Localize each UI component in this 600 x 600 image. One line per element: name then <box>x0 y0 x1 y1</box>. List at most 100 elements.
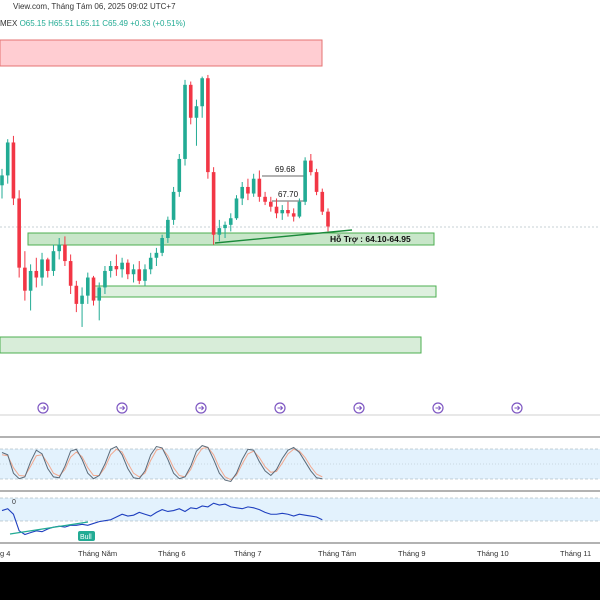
candle-body <box>240 186 245 199</box>
x-tick-label: g 4 <box>0 549 10 558</box>
event-icon[interactable] <box>511 402 523 414</box>
candle <box>126 259 130 280</box>
bull-divergence-line <box>9 521 89 535</box>
source-caption: View.com, Tháng Tám 06, 2025 09:02 UTC+7 <box>13 2 176 11</box>
candle-body <box>251 178 256 194</box>
candle-body <box>228 218 233 225</box>
candle <box>45 257 50 278</box>
candle <box>228 213 233 232</box>
candle <box>148 252 153 275</box>
candle <box>57 238 61 260</box>
candle <box>263 191 267 206</box>
candle-body <box>97 287 102 301</box>
candle-body <box>108 266 113 271</box>
candle <box>143 264 147 286</box>
candle-body <box>80 295 84 304</box>
candle <box>160 234 164 257</box>
candle <box>246 178 250 201</box>
candle <box>80 287 84 327</box>
candle-body <box>286 210 290 214</box>
x-axis: g 4 Tháng Năm Tháng 6 Tháng 7 Tháng Tám Tháng… <box>0 549 591 558</box>
candle-body <box>85 277 90 296</box>
support-zone-1 <box>27 232 435 246</box>
event-icon[interactable] <box>274 402 286 414</box>
candle <box>171 186 176 225</box>
candle <box>166 216 170 243</box>
support-label: Hỗ Trợ : 64.10-64.95 <box>330 234 411 244</box>
candle <box>63 236 67 266</box>
x-tick-label: Tháng 6 <box>158 549 186 558</box>
candle <box>85 272 90 304</box>
x-tick-label: Tháng 10 <box>477 549 509 558</box>
chart-header: View.com, Tháng Tám 06, 2025 09:02 UTC+7… <box>0 0 600 38</box>
event-icon[interactable] <box>353 402 365 414</box>
candle-body <box>274 206 279 214</box>
candle <box>326 208 330 232</box>
ohlc-low: L65.11 <box>76 19 100 28</box>
candle-body <box>103 270 107 288</box>
candle <box>137 261 142 285</box>
candle-body <box>171 191 176 220</box>
candle-body <box>57 244 61 252</box>
chart-canvas[interactable]: 69.68 67.70 Hỗ Trợ : 64.10-64.95 0 Bull … <box>0 0 600 562</box>
candle-body <box>200 78 204 107</box>
candle <box>200 76 204 118</box>
x-tick-label: Tháng 7 <box>234 549 262 558</box>
candle <box>97 282 102 321</box>
level-high-label: 69.68 <box>275 165 296 174</box>
candle <box>154 247 159 266</box>
candle <box>183 79 187 166</box>
candle-body <box>303 160 307 202</box>
candle-body <box>131 269 136 275</box>
candle <box>291 208 296 222</box>
candle-body <box>28 270 33 291</box>
candle-body <box>223 224 227 229</box>
candle <box>0 168 4 199</box>
ohlc-change: +0.33 (+0.51%) <box>130 19 186 28</box>
candle <box>5 139 10 184</box>
support-zone-2 <box>92 285 437 298</box>
candle-body <box>68 261 73 286</box>
candle-body <box>120 262 124 270</box>
indicator-band <box>0 498 600 521</box>
support-trendline <box>214 229 353 244</box>
symbol-fragment: MEX <box>0 19 18 28</box>
candle <box>188 81 193 125</box>
candle-body <box>166 219 170 238</box>
candle <box>314 168 319 196</box>
candle-body <box>234 198 239 219</box>
candle <box>309 154 313 176</box>
candle-body <box>34 270 39 278</box>
event-icon[interactable] <box>432 402 444 414</box>
candle-body <box>206 78 210 173</box>
candle <box>131 264 136 283</box>
candle-body <box>40 259 44 278</box>
candle <box>320 188 325 215</box>
event-icon[interactable] <box>195 402 207 414</box>
candle <box>257 170 262 202</box>
candle <box>223 221 227 238</box>
event-icons <box>37 402 523 414</box>
candles-layer <box>0 74 330 327</box>
candle <box>40 252 44 286</box>
ohlc-close: C65.49 <box>102 19 128 28</box>
candle <box>108 261 113 278</box>
candle-body <box>246 186 250 194</box>
candle <box>68 254 73 294</box>
event-icon[interactable] <box>37 402 49 414</box>
candle-body <box>160 238 164 253</box>
candle-body <box>74 285 79 304</box>
candle <box>217 219 222 242</box>
candle-body <box>51 251 56 271</box>
candle <box>251 173 256 197</box>
candle-body <box>137 269 142 281</box>
event-icon[interactable] <box>116 402 128 414</box>
x-tick-label: Tháng Tám <box>318 549 356 558</box>
candle <box>120 257 124 278</box>
candle-body <box>148 257 153 270</box>
candle <box>211 167 216 245</box>
candle-body <box>297 201 302 217</box>
candle-body <box>17 198 21 268</box>
candle-body <box>194 106 199 118</box>
candle <box>74 280 79 313</box>
